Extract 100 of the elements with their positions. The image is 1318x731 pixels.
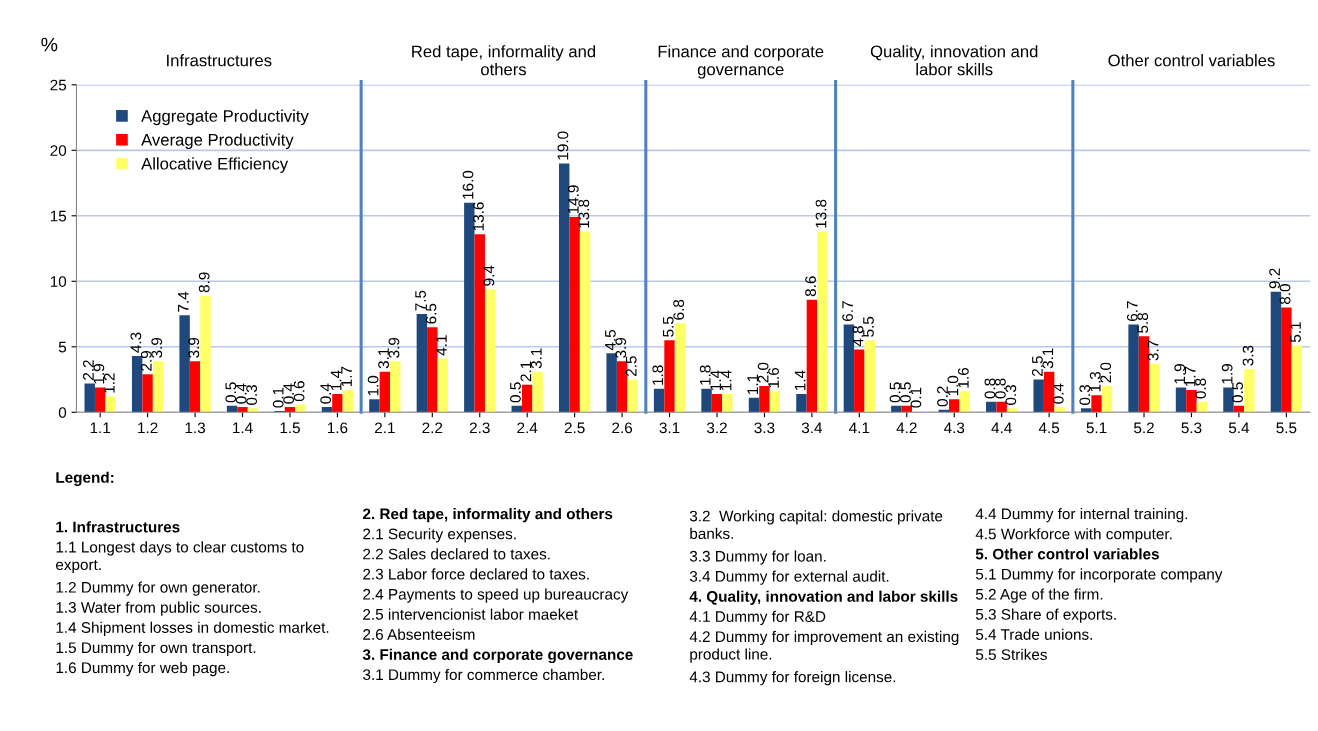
- bar: [1054, 407, 1065, 413]
- data-label: 0.5: [225, 382, 237, 403]
- bar: [616, 361, 628, 413]
- text: 5.1 Dummy for incorporate company: [975, 568, 1223, 583]
- x-tick-label: 1.1: [90, 422, 111, 434]
- text: 1. Infrastructures: [56, 521, 180, 533]
- data-label: 6.7: [1126, 301, 1138, 321]
- y-axis-title: %: [41, 37, 58, 52]
- data-label: 1.6: [768, 367, 779, 388]
- bar: [796, 393, 807, 413]
- data-label: 9.2: [1269, 268, 1281, 289]
- data-label: 0.3: [1005, 385, 1017, 405]
- text: 5.2 Age of the firm.: [975, 588, 1103, 603]
- text: 4.5 Workforce with computer.: [975, 528, 1172, 543]
- bar: [722, 393, 733, 413]
- data-label: 3.9: [388, 337, 400, 358]
- bar: [579, 231, 591, 413]
- y-tick-label: 20: [50, 145, 67, 156]
- x-tick-label: 5.4: [1228, 422, 1250, 434]
- text: 3.4 Dummy for external audit.: [689, 570, 889, 585]
- data-label: 5.1: [1290, 322, 1301, 343]
- data-label: 6.5: [425, 303, 437, 324]
- legend-label: Aggregate Productivity: [141, 109, 309, 126]
- y-tick-label: 10: [50, 276, 67, 287]
- bar: [949, 399, 960, 413]
- data-label: 2.0: [757, 362, 769, 383]
- data-label: 1.6: [957, 367, 969, 388]
- data-label: 2.9: [140, 351, 152, 371]
- x-tick-label: 3.4: [801, 422, 823, 434]
- legend-label: Average Productivity: [141, 133, 294, 150]
- text: 2.3 Labor force declared to taxes.: [363, 568, 589, 580]
- data-label: 5.5: [863, 316, 874, 337]
- bar: [464, 202, 475, 413]
- bar: [200, 295, 211, 413]
- text: 1.3 Water from public sources.: [56, 601, 261, 616]
- bar: [1186, 390, 1197, 413]
- text: 1.6 Dummy for web page.: [56, 661, 229, 677]
- bar: [1196, 401, 1208, 413]
- x-tick-label: 1.3: [185, 422, 206, 434]
- text: 2.2 Sales declared to taxes.: [363, 548, 550, 560]
- x-tick-label: 3.3: [754, 422, 775, 434]
- bar: [854, 349, 865, 413]
- data-label: 3.1: [530, 348, 542, 369]
- data-label: 3.1: [1042, 348, 1054, 369]
- bar: [390, 361, 401, 413]
- bar: [1080, 408, 1092, 413]
- bar: [653, 388, 665, 413]
- data-label: 0.5: [510, 382, 521, 403]
- bar: [891, 405, 902, 413]
- x-tick-label: 4.2: [896, 422, 917, 434]
- data-label: 0.4: [235, 383, 247, 404]
- text: 5.5 Strikes: [975, 648, 1047, 660]
- text: 3.1 Dummy for commerce chamber.: [363, 668, 604, 684]
- data-label: 2.1: [520, 361, 532, 382]
- data-label: 0.8: [994, 378, 1006, 399]
- data-label: 8.6: [805, 276, 816, 297]
- data-label: 1.8: [652, 365, 664, 385]
- bar: [558, 163, 570, 413]
- data-label: 4.3: [130, 332, 142, 353]
- bar: [247, 408, 259, 413]
- data-label: 13.8: [578, 199, 590, 228]
- bar: [332, 393, 343, 413]
- bar: [295, 404, 306, 413]
- x-tick-label: 4.4: [991, 422, 1012, 434]
- data-label: 0.3: [246, 385, 258, 405]
- text: 2.4 Payments to speed up bureaucracy: [363, 588, 629, 603]
- x-tick-label: 2.3: [469, 422, 490, 434]
- bar: [437, 358, 448, 413]
- x-tick-label: 4.1: [849, 422, 870, 434]
- data-label: 0.3: [1079, 385, 1091, 405]
- text: 5.4 Trade unions.: [975, 628, 1092, 640]
- data-label: 0.6: [293, 381, 305, 402]
- bar: [152, 361, 164, 413]
- x-tick-label: 2.1: [375, 422, 395, 434]
- data-label: 4.8: [852, 326, 864, 347]
- data-label: 2.2: [83, 360, 94, 380]
- data-label: 0.1: [910, 387, 922, 408]
- bar: [769, 391, 781, 413]
- y-tick-label: 5: [58, 341, 67, 353]
- text: Red tape, informality and others: [412, 45, 596, 76]
- data-label: 0.2: [937, 386, 948, 407]
- x-tick-label: 5.5: [1276, 422, 1297, 434]
- bar: [1006, 408, 1018, 413]
- bar: [627, 379, 638, 413]
- x-tick-label: 5.2: [1134, 422, 1154, 434]
- data-label: 3.9: [615, 337, 627, 358]
- bar: [817, 231, 828, 413]
- bar: [701, 388, 712, 413]
- text: 4. Quality, innovation and labor skills: [689, 590, 958, 605]
- bar: [532, 371, 543, 413]
- bar: [606, 353, 617, 413]
- bar: [806, 299, 818, 413]
- bar: [131, 355, 143, 413]
- data-label: 8.9: [198, 272, 210, 293]
- x-tick-label: 2.5: [564, 422, 585, 434]
- text: 1.5 Dummy for own transport.: [56, 641, 256, 657]
- data-label: 1.0: [367, 375, 379, 396]
- data-label: 1.3: [1089, 371, 1101, 392]
- bar: [1223, 387, 1234, 413]
- data-label: 13.6: [473, 202, 484, 231]
